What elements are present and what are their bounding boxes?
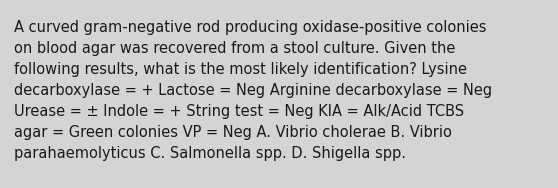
Text: A curved gram-negative rod producing oxidase-positive colonies
on blood agar was: A curved gram-negative rod producing oxi… [14,20,492,161]
